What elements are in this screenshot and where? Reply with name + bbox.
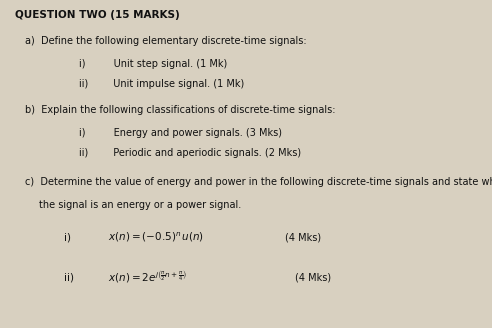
Text: i)         Energy and power signals. (3 Mks): i) Energy and power signals. (3 Mks) [79, 128, 282, 138]
Text: i): i) [64, 233, 71, 243]
Text: QUESTION TWO (15 MARKS): QUESTION TWO (15 MARKS) [15, 10, 180, 20]
Text: (4 Mks): (4 Mks) [285, 233, 321, 243]
Text: a)  Define the following elementary discrete-time signals:: a) Define the following elementary discr… [25, 36, 306, 46]
Text: ii)        Unit impulse signal. (1 Mk): ii) Unit impulse signal. (1 Mk) [79, 79, 244, 89]
Text: c)  Determine the value of energy and power in the following discrete-time signa: c) Determine the value of energy and pow… [25, 177, 492, 187]
Text: ii)        Periodic and aperiodic signals. (2 Mks): ii) Periodic and aperiodic signals. (2 M… [79, 148, 301, 157]
Text: $x(n) = (-0.5)^n\, u(n)$: $x(n) = (-0.5)^n\, u(n)$ [108, 231, 204, 244]
Text: $x(n) = 2e^{j\left(\frac{\pi}{2}n+\frac{\pi}{4}\right)}$: $x(n) = 2e^{j\left(\frac{\pi}{2}n+\frac{… [108, 269, 187, 285]
Text: the signal is an energy or a power signal.: the signal is an energy or a power signa… [39, 200, 242, 210]
Text: (4 Mks): (4 Mks) [295, 272, 331, 282]
Text: ii): ii) [64, 272, 74, 282]
Text: b)  Explain the following classifications of discrete-time signals:: b) Explain the following classifications… [25, 105, 335, 115]
Text: i)         Unit step signal. (1 Mk): i) Unit step signal. (1 Mk) [79, 59, 227, 69]
